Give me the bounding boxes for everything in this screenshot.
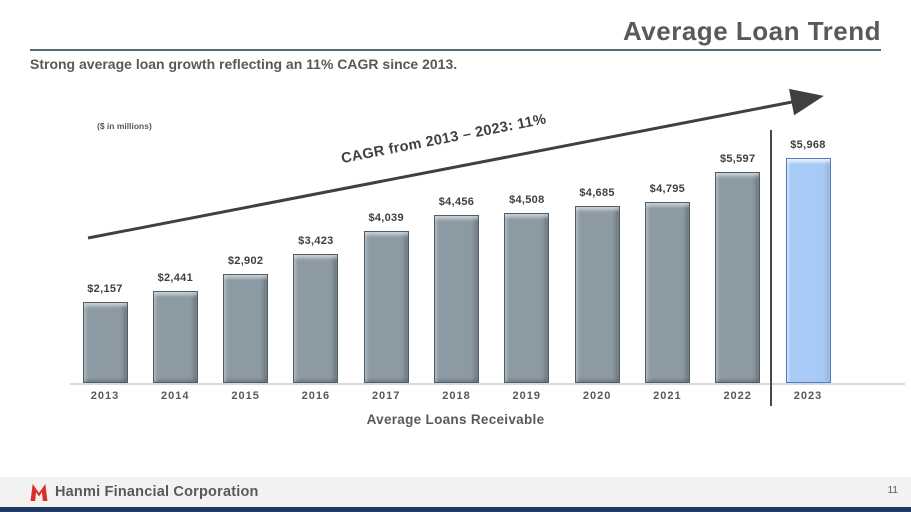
bar-value-label: $5,597 bbox=[719, 153, 756, 165]
bar-2017 bbox=[363, 231, 409, 383]
footer-band bbox=[0, 477, 911, 507]
x-tick-label: 2018 bbox=[442, 390, 471, 402]
bar-value-label: $4,039 bbox=[368, 212, 404, 224]
x-tick-label: 2014 bbox=[161, 390, 190, 402]
bar-2021 bbox=[644, 202, 690, 383]
x-tick-label: 2022 bbox=[723, 390, 752, 402]
x-tick-label: 2019 bbox=[512, 390, 542, 402]
x-tick-label: 2020 bbox=[582, 390, 612, 402]
bar-2018 bbox=[434, 215, 479, 383]
bar-2020 bbox=[574, 206, 620, 383]
bottom-accent-bar bbox=[0, 507, 911, 512]
bar-2019 bbox=[504, 213, 550, 383]
bar-2013 bbox=[82, 302, 128, 383]
bar-2014 bbox=[152, 291, 198, 383]
bar-2022 bbox=[715, 172, 761, 383]
units-note: ($ in millions) bbox=[97, 121, 152, 131]
title-divider bbox=[30, 49, 881, 51]
bar-2016 bbox=[293, 254, 339, 383]
cagr-annotation: CAGR from 2013 – 2023: 11% bbox=[339, 111, 548, 167]
slide-title: Average Loan Trend bbox=[623, 16, 881, 46]
bar-value-label: $2,902 bbox=[227, 255, 264, 267]
bar-value-label: $4,685 bbox=[579, 187, 615, 199]
slide-subtitle: Strong average loan growth reflecting an… bbox=[30, 56, 458, 72]
bar-value-label: $3,423 bbox=[298, 235, 334, 247]
bar-value-label: $5,968 bbox=[790, 139, 826, 151]
bar-2023 bbox=[785, 158, 831, 383]
x-tick-label: 2017 bbox=[371, 390, 401, 402]
x-tick-label: 2016 bbox=[301, 390, 331, 402]
page-number: 11 bbox=[887, 485, 898, 496]
x-tick-label: 2015 bbox=[231, 390, 260, 402]
x-tick-label: 2023 bbox=[793, 390, 823, 402]
bar-value-label: $4,795 bbox=[649, 183, 686, 195]
hanmi-logo-icon bbox=[30, 484, 48, 501]
bar-2015 bbox=[223, 274, 269, 383]
bar-value-label: $2,441 bbox=[157, 272, 194, 284]
highlight-separator-line bbox=[770, 130, 772, 406]
x-axis-line bbox=[70, 383, 905, 385]
bar-value-label: $4,508 bbox=[509, 194, 545, 206]
x-tick-label: 2021 bbox=[653, 390, 682, 402]
footer-company-name: Hanmi Financial Corporation bbox=[55, 484, 259, 500]
x-tick-label: 2013 bbox=[90, 390, 120, 402]
x-axis-title: Average Loans Receivable bbox=[366, 412, 545, 427]
bar-value-label: $4,456 bbox=[438, 196, 475, 208]
bar-value-label: $2,157 bbox=[87, 283, 123, 295]
